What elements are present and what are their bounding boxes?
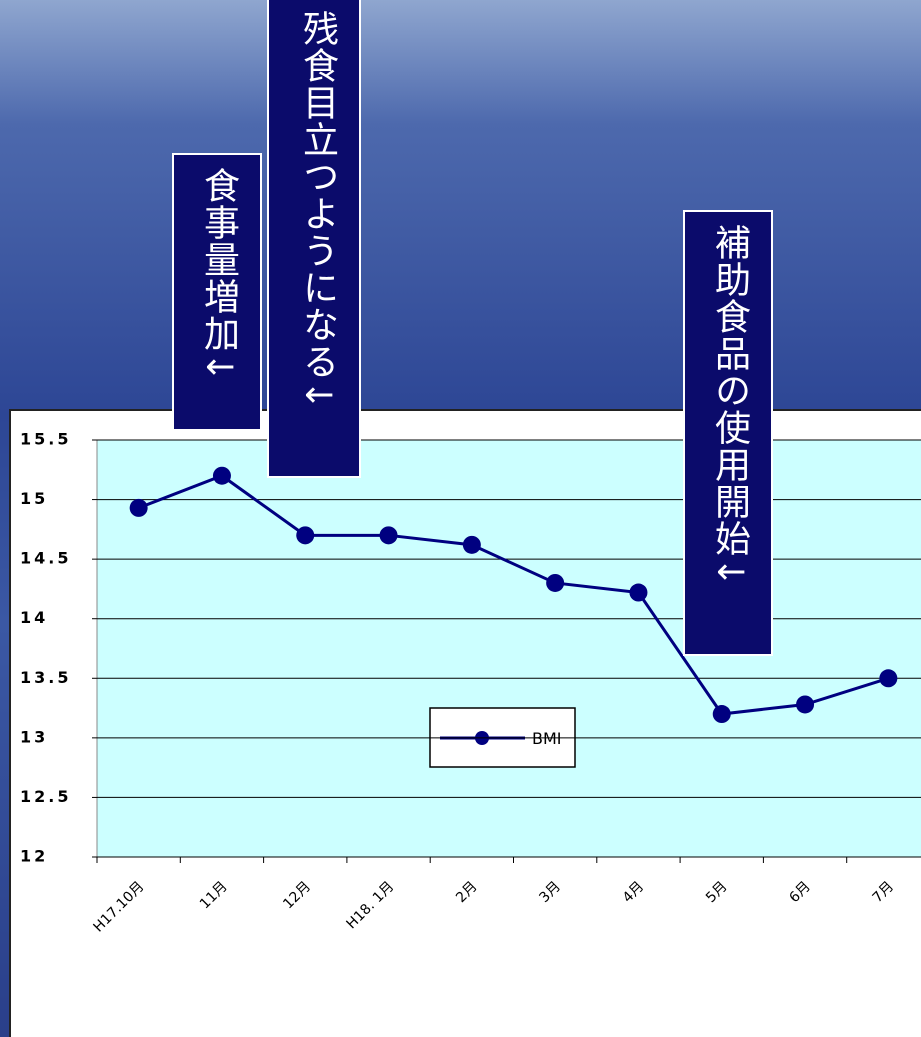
y-tick-label: 13 xyxy=(20,727,48,746)
y-tick-label: 14.5 xyxy=(20,549,71,568)
annotation: 補助食品の使用開始↓ xyxy=(683,210,773,656)
data-point xyxy=(212,466,231,485)
legend-label: BMI xyxy=(532,729,562,748)
annotation: 残食目立つようになる↓ xyxy=(267,0,361,478)
data-point xyxy=(629,583,648,602)
y-tick-label: 15.5 xyxy=(20,430,71,449)
y-tick-label: 12.5 xyxy=(20,787,71,806)
annotation: 食事量増加↓ xyxy=(172,153,262,431)
data-point xyxy=(879,669,898,688)
data-point xyxy=(296,526,315,545)
data-point xyxy=(462,535,481,554)
series-line xyxy=(138,474,889,716)
y-tick-label: 15 xyxy=(20,489,48,508)
data-point xyxy=(379,526,398,545)
y-tick-label: 12 xyxy=(20,847,48,866)
y-tick-label: 14 xyxy=(20,608,48,627)
data-point xyxy=(546,573,565,592)
data-point xyxy=(796,695,815,714)
data-point xyxy=(712,705,731,724)
data-point xyxy=(129,498,148,517)
y-tick-label: 13.5 xyxy=(20,668,71,687)
plot-area xyxy=(96,439,921,858)
